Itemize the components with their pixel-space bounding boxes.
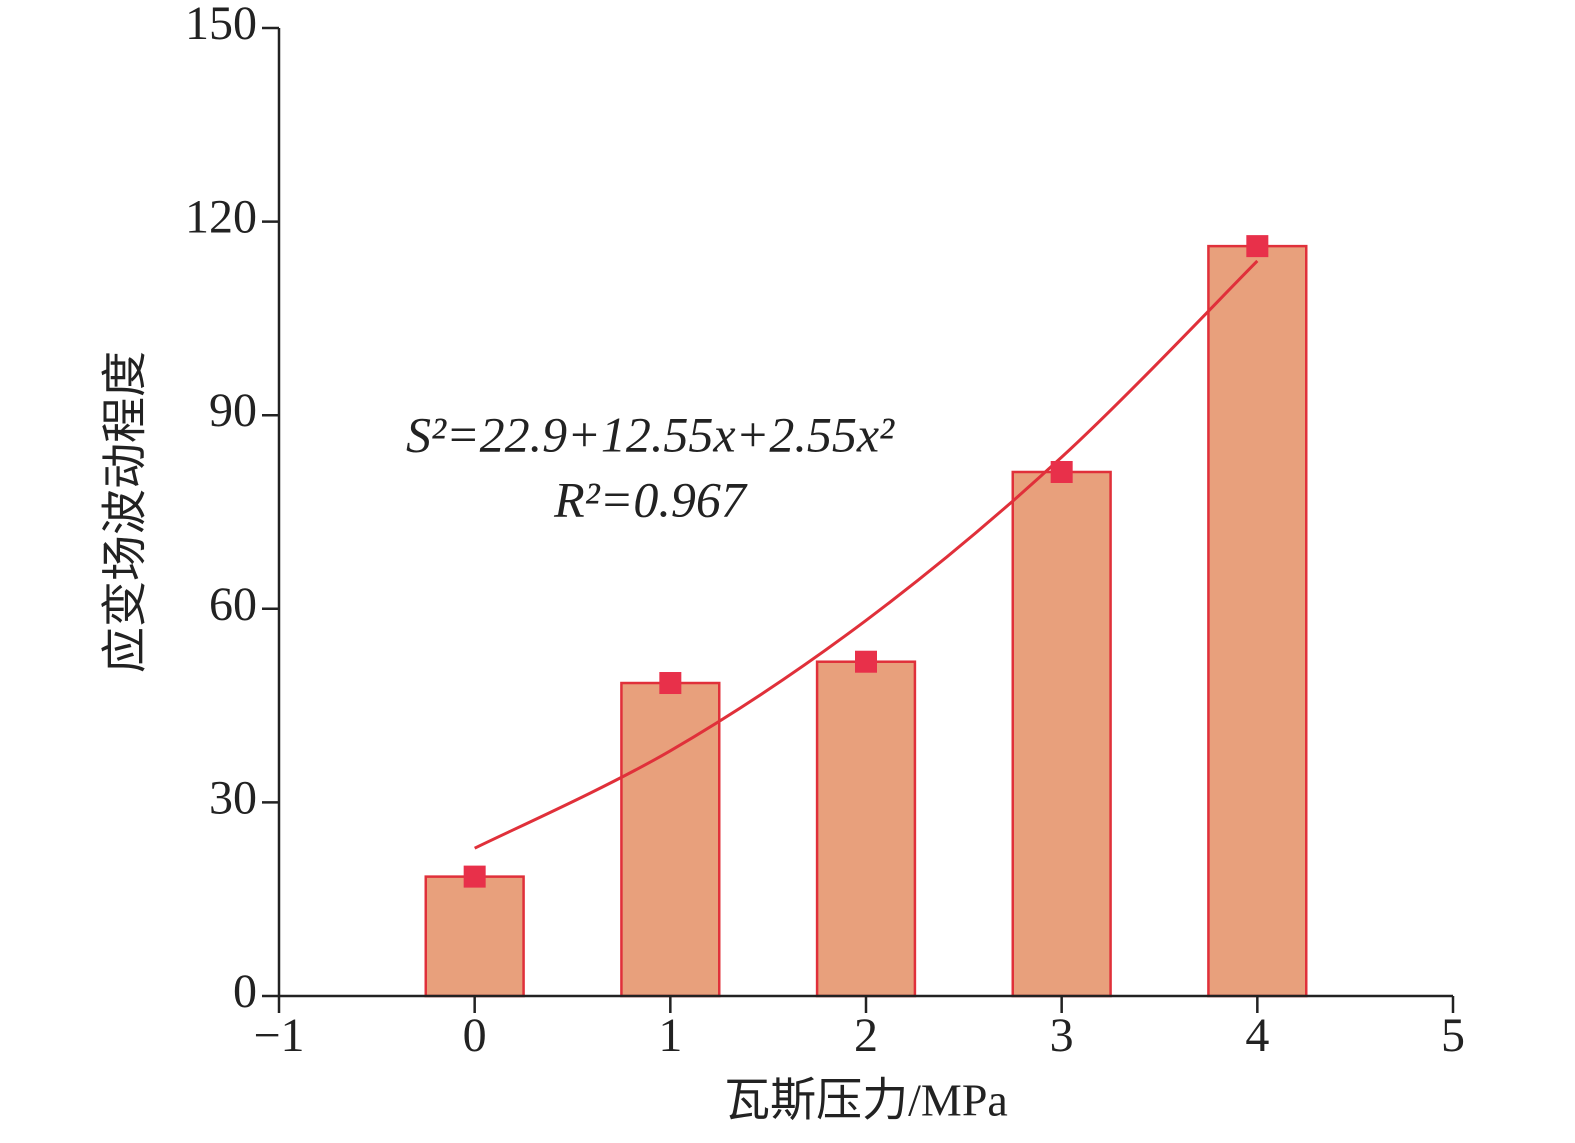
y-tick-label: 90 bbox=[209, 384, 257, 437]
marker bbox=[659, 672, 682, 695]
x-tick-label: 1 bbox=[658, 1009, 682, 1062]
marker bbox=[463, 865, 486, 888]
x-tick-label: 3 bbox=[1050, 1009, 1074, 1062]
x-tick-label: 5 bbox=[1441, 1009, 1465, 1062]
y-tick-label: 150 bbox=[185, 0, 257, 50]
bar bbox=[1207, 244, 1308, 998]
bar bbox=[1011, 470, 1112, 998]
marker bbox=[855, 650, 877, 673]
annotation: R²=0.967 bbox=[553, 471, 748, 527]
y-tick-label: 30 bbox=[209, 771, 257, 824]
y-tick-label: 0 bbox=[233, 965, 257, 1018]
x-tick-label: 2 bbox=[854, 1009, 878, 1062]
x-tick-label: −1 bbox=[253, 1009, 304, 1062]
bar bbox=[620, 681, 721, 998]
marker bbox=[1246, 235, 1269, 258]
annotation: S²=22.9+12.55x+2.55x² bbox=[406, 406, 895, 462]
x-tick-label: 0 bbox=[463, 1009, 487, 1062]
x-axis-title: 瓦斯压力/MPa bbox=[724, 1075, 1008, 1126]
y-tick-label: 120 bbox=[185, 191, 257, 244]
fit-line bbox=[473, 259, 1259, 850]
y-axis-title: 应变场波动程度 bbox=[100, 351, 151, 673]
marker bbox=[1050, 460, 1073, 483]
y-tick-label: 60 bbox=[209, 578, 257, 631]
x-tick-label: 4 bbox=[1245, 1009, 1269, 1062]
bar bbox=[815, 660, 917, 998]
bar bbox=[424, 875, 525, 998]
